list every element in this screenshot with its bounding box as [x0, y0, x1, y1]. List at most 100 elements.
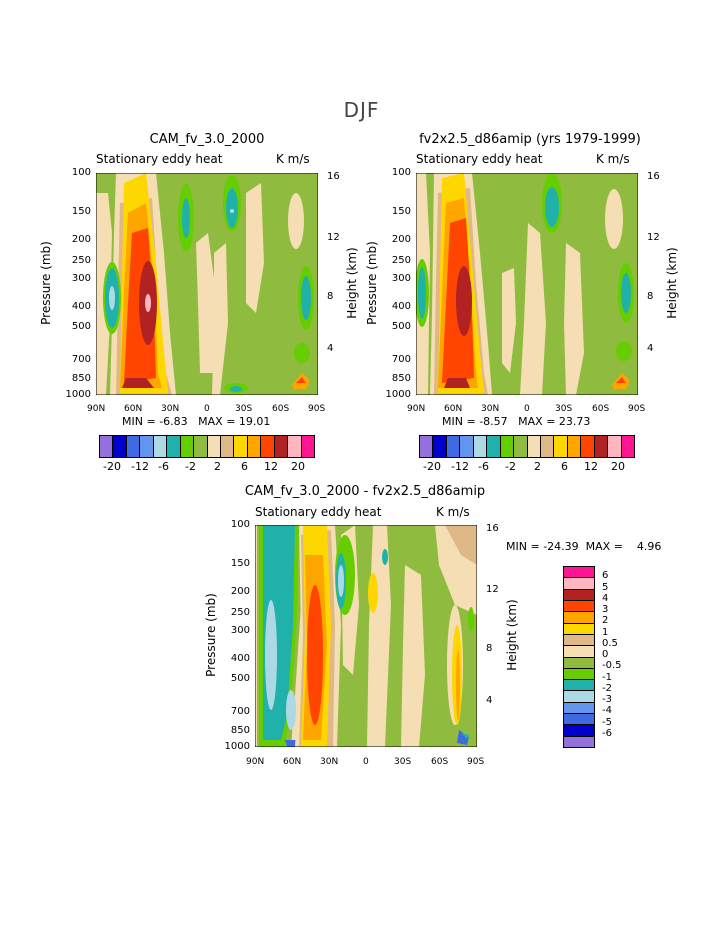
colorbar-swatch [193, 436, 207, 457]
panel-1-xtick: 60S [272, 404, 290, 414]
panel-1-htick-16: 16 [327, 171, 340, 182]
colorbar-swatch [620, 436, 634, 457]
diff-colorbar-swatch [564, 701, 594, 714]
diff-colorbar-labels: 6 5 4 3 2 1 0.5 0 -0.5 -1 -2 -3 -4 -5 -6 [602, 566, 642, 746]
panel-1-subtitle-left: Stationary eddy heat [96, 152, 223, 166]
diff-colorbar-label: -5 [602, 716, 612, 728]
diff-colorbar-label: 5 [602, 581, 609, 593]
panel-1-ytick-850: 850 [71, 373, 91, 384]
colorbar-swatch [273, 436, 288, 457]
diff-colorbar-swatch [564, 690, 594, 702]
colorbar-swatch [420, 436, 433, 457]
panel-1-colorbar-label: 6 [241, 460, 248, 473]
panel-1-subtitle-right: K m/s [276, 152, 310, 166]
panel-1-ylabel: Pressure (mb) [39, 241, 53, 325]
panel-3-htick-4: 4 [486, 695, 493, 706]
panel-2-colorbar-label: -20 [423, 460, 441, 473]
panel-1-colorbar-label: -6 [158, 460, 169, 473]
panel-3-ytick-250: 250 [230, 607, 250, 618]
panel-2-ytick-500: 500 [391, 321, 411, 332]
panel-2-xtick: 90N [407, 404, 426, 414]
colorbar-swatch [246, 436, 261, 457]
panel-2-colorbar-label: 20 [611, 460, 625, 473]
panel-2-htick-4: 4 [647, 343, 654, 354]
panel-2-title: fv2x2.5_d86amip (yrs 1979-1999) [419, 132, 641, 147]
panel-2-colorbar-label: 2 [534, 460, 541, 473]
diff-colorbar-label: -3 [602, 694, 612, 705]
panel-1-colorbar-label: -2 [185, 460, 196, 473]
panel-1-htick-4: 4 [327, 343, 334, 354]
panel-2-xtick: 60S [592, 404, 610, 414]
panel-3-xtick: 90S [467, 757, 485, 767]
panel-3-y2label: Height (km) [505, 599, 519, 671]
panel-3-ytick-850: 850 [230, 725, 250, 736]
panel-1-ytick-150: 150 [71, 206, 91, 217]
panel-1-colorbar-label: -12 [131, 460, 149, 473]
panel-1-ytick-300: 300 [71, 273, 91, 284]
panel-1-xtick: 90N [87, 404, 106, 414]
colorbar-swatch [539, 436, 554, 457]
panel-3-ytick-400: 400 [230, 653, 250, 664]
colorbar-swatch [300, 436, 314, 457]
colorbar-swatch [513, 436, 527, 457]
panel-1-colorbar-label: 2 [214, 460, 221, 473]
panel-1-plot [96, 173, 318, 395]
colorbar-swatch [566, 436, 581, 457]
panel-3-ytick-500: 500 [230, 673, 250, 684]
colorbar-swatch [580, 436, 594, 457]
diff-colorbar-swatch [564, 611, 594, 623]
diff-colorbar-label: 0 [602, 649, 609, 660]
colorbar-swatch [139, 436, 153, 457]
panel-2-subtitle-right: K m/s [596, 152, 630, 166]
colorbar-swatch [526, 436, 540, 457]
panel-2-htick-12: 12 [647, 232, 660, 243]
panel-2-xtick: 0 [524, 404, 530, 414]
diff-colorbar-label: 6 [602, 570, 609, 582]
panel-2-xtick: 30N [481, 404, 500, 414]
diff-colorbar-label: 2 [602, 615, 609, 627]
colorbar-swatch [486, 436, 500, 457]
panel-2-colorbar-label: -2 [505, 460, 516, 473]
panel-1-colorbar-label: 12 [264, 460, 278, 473]
panel-2-ytick-100: 100 [391, 167, 411, 178]
panel-3-xtick: 0 [363, 757, 369, 767]
panel-1-min-max: MIN = -6.83 MAX = 19.01 [122, 415, 271, 428]
panel-1-ytick-500: 500 [71, 321, 91, 332]
panel-2-ytick-300: 300 [391, 273, 411, 284]
diff-colorbar-swatch [564, 724, 594, 736]
panel-2-xtick: 90S [628, 404, 646, 414]
colorbar-swatch [179, 436, 194, 457]
colorbar-swatch [553, 436, 567, 457]
panel-3-htick-16: 16 [486, 523, 499, 534]
panel-1-ytick-1000: 1000 [65, 389, 91, 400]
colorbar-swatch [445, 436, 460, 457]
diff-colorbar-swatch [564, 599, 594, 612]
colorbar-swatch [607, 436, 621, 457]
diff-colorbar-label: -2 [602, 682, 612, 694]
panel-1-xtick: 30N [161, 404, 180, 414]
diff-colorbar-swatch [564, 588, 594, 600]
panel-2-xtick: 60N [444, 404, 463, 414]
diff-colorbar-label: -6 [602, 727, 612, 739]
panel-2-colorbar [419, 435, 635, 458]
panel-2-ytick-850: 850 [391, 373, 411, 384]
colorbar-swatch [125, 436, 140, 457]
colorbar-swatch [287, 436, 301, 457]
panel-3-ylabel: Pressure (mb) [204, 593, 218, 677]
colorbar-swatch [112, 436, 126, 457]
panel-2-colorbar-label: -6 [478, 460, 489, 473]
diff-colorbar-label: -0.5 [602, 660, 622, 672]
panel-3-ytick-700: 700 [230, 706, 250, 717]
diff-colorbar-swatch [564, 667, 594, 680]
panel-3-xtick: 90N [246, 757, 265, 767]
panel-3-title: CAM_fv_3.0_2000 - fv2x2.5_d86amip [244, 484, 486, 499]
panel-1-htick-8: 8 [327, 291, 334, 302]
colorbar-swatch [152, 436, 167, 457]
panel-2-htick-8: 8 [647, 291, 654, 302]
panel-1-title: CAM_fv_3.0_2000 [149, 132, 265, 147]
panel-2-y2label: Height (km) [665, 247, 679, 319]
diff-colorbar-swatch [564, 735, 594, 747]
panel-2-plot [416, 173, 638, 395]
diff-colorbar-swatch [564, 656, 594, 668]
diff-colorbar-label: 1 [602, 626, 609, 638]
